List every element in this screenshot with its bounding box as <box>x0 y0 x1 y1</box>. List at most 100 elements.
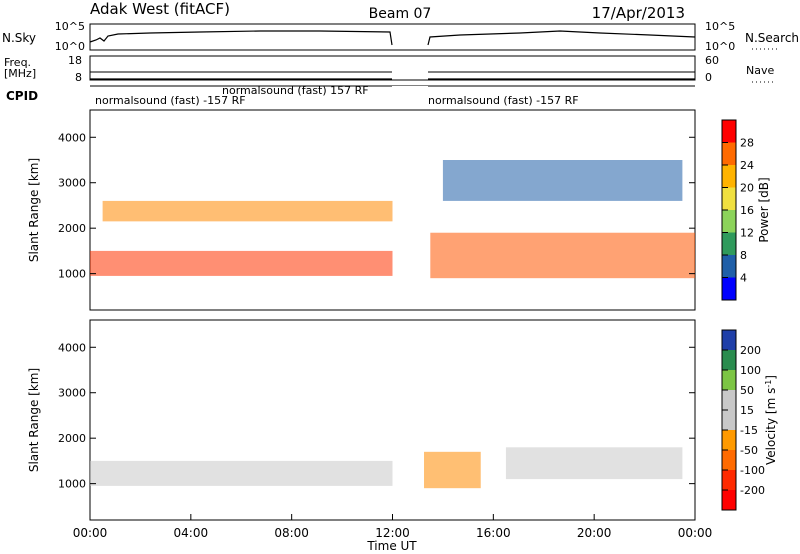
colorbar-tick-label: 24 <box>740 159 754 172</box>
x-ticks: 00:00 04:00 08:00 12:00 16:00 20:00 00:00 <box>73 514 713 540</box>
colorbar-segment <box>722 410 736 431</box>
x-tick-label: 20:00 <box>577 526 612 540</box>
noise-left-tick-top: 10^5 <box>55 20 85 33</box>
colorbar-tick-label: -15 <box>740 424 758 437</box>
colorbar-segment <box>722 350 736 371</box>
beam-label: Beam 07 <box>369 6 432 22</box>
colorbar-segment <box>722 142 736 166</box>
echo-band-2 <box>417 451 481 489</box>
colorbar-tick-label: -100 <box>740 464 765 477</box>
echo-band-4 <box>442 160 683 201</box>
colorbar-tick-label: 15 <box>740 404 754 417</box>
y-tick-label: 1000 <box>58 478 86 491</box>
colorbar-segment <box>722 120 736 143</box>
velocity-y-ticks: 1000 2000 3000 4000 <box>58 341 695 491</box>
velocity-panel: 1000 2000 3000 4000 Slant Range [km] 200 100… <box>27 319 779 553</box>
echo-band-1 <box>90 460 393 486</box>
y-tick-label: 4000 <box>58 341 86 354</box>
colorbar-tick-label: -200 <box>740 484 765 497</box>
colorbar-segment <box>722 255 736 278</box>
colorbar-tick-label: 16 <box>740 204 754 217</box>
noise-right-label: N.Search <box>745 31 799 45</box>
date-label: 17/Apr/2013 <box>592 4 685 22</box>
velocity-ylabel: Slant Range [km] <box>27 368 41 472</box>
freq-left-tick-top: 18 <box>68 54 82 67</box>
x-tick-label: 04:00 <box>174 526 209 540</box>
noise-line <box>89 30 696 46</box>
colorbar-tick-label: 200 <box>740 344 761 357</box>
cpid-entry-2: normalsound (fast) -157 RF <box>95 94 246 107</box>
velocity-colorbar: 200 100 50 15 -15 -50 -100 -200 <box>721 329 765 511</box>
colorbar-segment <box>722 390 736 411</box>
power-colorbar-label: Power [dB] <box>757 177 771 242</box>
y-tick-label: 3000 <box>58 177 86 190</box>
colorbar-segment <box>722 330 736 351</box>
data-gap <box>392 321 425 519</box>
y-tick-label: 1000 <box>58 268 86 281</box>
freq-left-tick-bottom: 8 <box>75 71 82 84</box>
power-ylabel: Slant Range [km] <box>27 158 41 262</box>
freq-panel: Freq. [MHz] 18 8 60 0 Nave <box>4 54 774 84</box>
y-tick-label: 2000 <box>58 222 86 235</box>
freq-right-tick-top: 60 <box>705 54 719 67</box>
y-tick-label: 4000 <box>58 131 86 144</box>
noise-right-tick-bottom: 10^0 <box>705 40 735 53</box>
echo-band-3 <box>505 447 683 480</box>
freq-right-tick-bottom: 0 <box>705 71 712 84</box>
y-tick-label: 2000 <box>58 432 86 445</box>
plot-title: Adak West (fitACF) <box>90 0 230 18</box>
cpid-panel: CPID normalsound (fast) 157 RF normalsou… <box>6 84 695 107</box>
noise-right-tick-top: 10^5 <box>705 20 735 33</box>
velocity-colorbar-label: Velocity [m s-1] <box>764 375 779 465</box>
noise-panel-frame <box>89 23 696 51</box>
y-tick-label: 3000 <box>58 387 86 400</box>
power-panel: 1000 2000 3000 4000 Slant Range [km] 28 24 20… <box>27 109 771 311</box>
cpid-label: CPID <box>6 89 38 103</box>
echo-band-2 <box>102 200 393 222</box>
noise-left-label: N.Sky <box>2 31 36 45</box>
cpid-entry-3: normalsound (fast) -157 RF <box>428 94 579 107</box>
x-axis-label: Time UT <box>366 539 417 553</box>
velocity-echo-bands <box>90 321 683 519</box>
freq-left-label-line1: Freq. <box>4 56 31 69</box>
noise-left-tick-bottom: 10^0 <box>55 40 85 53</box>
colorbar-tick-label: 20 <box>740 182 754 195</box>
velocity-colorbar-label-main: Velocity [m s <box>764 388 778 465</box>
colorbar-segment <box>722 210 736 233</box>
velocity-colorbar-label-exp: -1 <box>764 380 773 388</box>
colorbar-tick-label: 100 <box>740 364 761 377</box>
echo-band-1 <box>90 250 393 276</box>
colorbar-segment <box>722 430 736 451</box>
colorbar-segment <box>722 370 736 391</box>
colorbar-tick-label: 28 <box>740 137 754 150</box>
data-gap <box>392 111 425 309</box>
colorbar-tick-label: -50 <box>740 444 758 457</box>
cpid-gap <box>392 86 428 106</box>
colorbar-tick-label: 50 <box>740 384 754 397</box>
nave-label: Nave <box>746 64 774 77</box>
freq-left-label-line2: [MHz] <box>4 67 36 80</box>
x-tick-label: 08:00 <box>274 526 309 540</box>
freq-panel-frame <box>89 55 696 81</box>
colorbar-segment <box>722 470 736 491</box>
cpid-entry-1: normalsound (fast) 157 RF <box>222 84 369 97</box>
colorbar-tick-label: 4 <box>740 272 747 285</box>
x-tick-label: 12:00 <box>375 526 410 540</box>
power-y-ticks: 1000 2000 3000 4000 <box>58 131 695 281</box>
colorbar-segment <box>722 490 736 511</box>
colorbar-frame <box>721 329 737 511</box>
x-tick-label: 00:00 <box>73 526 108 540</box>
noise-panel: N.Sky N.Search 10^5 10^0 10^5 10^0 <box>2 20 799 53</box>
power-echo-bands <box>90 111 695 309</box>
velocity-colorbar-label-close: ] <box>764 375 778 380</box>
colorbar-segment <box>722 232 736 256</box>
colorbar-segment <box>722 277 736 301</box>
power-colorbar: 28 24 20 16 12 8 4 <box>721 119 754 301</box>
colorbar-segment <box>722 165 736 188</box>
colorbar-segment <box>722 187 736 211</box>
colorbar-segment <box>722 450 736 471</box>
colorbar-tick-label: 8 <box>740 249 747 262</box>
echo-band-3 <box>430 232 695 279</box>
x-tick-label: 00:00 <box>678 526 713 540</box>
